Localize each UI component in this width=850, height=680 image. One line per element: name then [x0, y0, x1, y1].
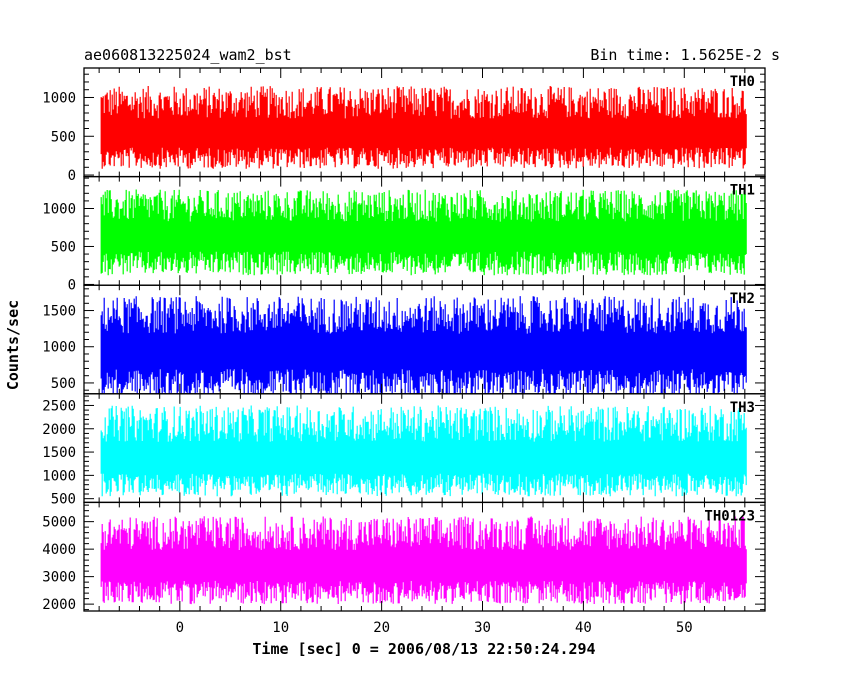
panel-label-th2: TH2 [730, 291, 755, 307]
series-trace-th3 [100, 405, 747, 497]
x-tick-label: 10 [272, 620, 289, 636]
y-tick-label: 3000 [42, 570, 76, 586]
panel-label-th0: TH0 [730, 74, 755, 90]
series-trace-th0 [100, 86, 747, 169]
y-tick-label: 0 [68, 277, 76, 293]
x-tick-label: 30 [474, 620, 491, 636]
y-tick-label: 2000 [42, 597, 76, 613]
x-tick-label: 50 [676, 620, 693, 636]
y-axis-title: Counts/sec [4, 300, 22, 390]
y-tick-label: 1000 [42, 90, 76, 106]
y-tick-label: 500 [51, 376, 76, 392]
y-tick-label: 1000 [42, 201, 76, 217]
y-tick-label: 500 [51, 129, 76, 145]
panel-frame [83, 501, 766, 612]
panels: 05001000TH005001000TH150010001500TH25001… [42, 67, 766, 636]
series-trace-th1 [100, 189, 747, 276]
series-trace-th0123 [100, 516, 747, 605]
panel-label-th1: TH1 [730, 183, 755, 199]
y-tick-label: 0 [68, 168, 76, 184]
series-trace-th2 [100, 296, 747, 394]
chart-title: ae060813225024_wam2_bst [84, 46, 292, 64]
x-axis-title: Time [sec] 0 = 2006/08/13 22:50:24.294 [252, 640, 595, 658]
y-tick-label: 1000 [42, 340, 76, 356]
bin-time-label: Bin time: 1.5625E-2 s [590, 46, 780, 64]
panel-label-th3: TH3 [730, 400, 755, 416]
y-tick-label: 500 [51, 239, 76, 255]
panel-label-th0123: TH0123 [704, 508, 755, 524]
y-tick-label: 5000 [42, 515, 76, 531]
y-tick-label: 2500 [42, 398, 76, 414]
y-tick-label: 1000 [42, 468, 76, 484]
y-tick-label: 4000 [42, 542, 76, 558]
x-tick-label: 40 [575, 620, 592, 636]
y-tick-label: 1500 [42, 445, 76, 461]
x-tick-label: 20 [373, 620, 390, 636]
y-tick-label: 500 [51, 492, 76, 508]
x-tick-label: 0 [176, 620, 184, 636]
y-tick-label: 1500 [42, 304, 76, 320]
y-tick-label: 2000 [42, 422, 76, 438]
